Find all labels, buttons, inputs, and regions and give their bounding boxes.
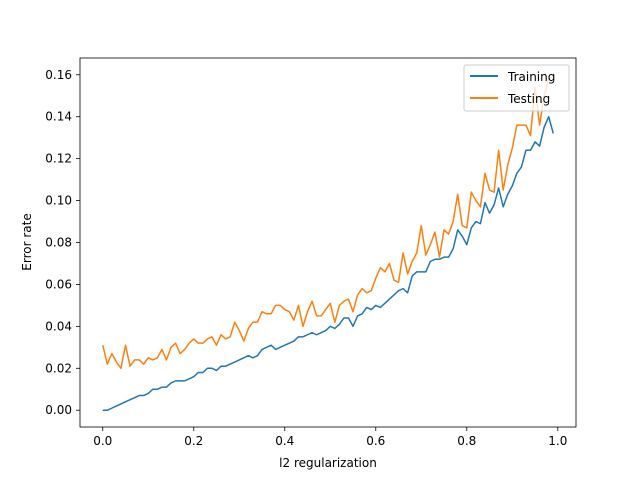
y-tick-label: 0.12: [45, 152, 72, 166]
x-tick-label: 1.0: [548, 434, 567, 448]
tick-layer: 0.0 0.2 0.4 0.6 0.8 1.0 0.00 0.02 0.04 0.06 0.08 0.…: [45, 68, 567, 448]
x-tick-label: 0.2: [184, 434, 203, 448]
legend: Training Testing: [463, 64, 570, 112]
x-tick-label: 0.8: [457, 434, 476, 448]
y-tick-label: 0.04: [45, 319, 72, 333]
x-tick-label: 0.4: [275, 434, 294, 448]
legend-label-testing: Testing: [507, 92, 550, 106]
y-axis-label: Error rate: [20, 213, 34, 270]
series-line-testing: [102, 76, 554, 370]
y-tick-label: 0.10: [45, 194, 72, 208]
x-tick-label: 0.6: [366, 434, 385, 448]
y-tick-label: 0.14: [45, 110, 72, 124]
x-tick-label: 0.0: [93, 434, 112, 448]
axes-frame: [79, 57, 577, 428]
plot-area: [80, 58, 576, 427]
y-tick-label: 0.16: [45, 68, 72, 82]
y-tick-label: 0.06: [45, 277, 72, 291]
series-line-training: [102, 115, 554, 411]
legend-label-training: Training: [507, 70, 555, 84]
y-tick-label: 0.02: [45, 361, 72, 375]
y-tick-label: 0.00: [45, 403, 72, 417]
y-tick-label: 0.08: [45, 236, 72, 250]
series-layer: [102, 76, 554, 411]
x-axis-label: l2 regularization: [279, 456, 377, 470]
